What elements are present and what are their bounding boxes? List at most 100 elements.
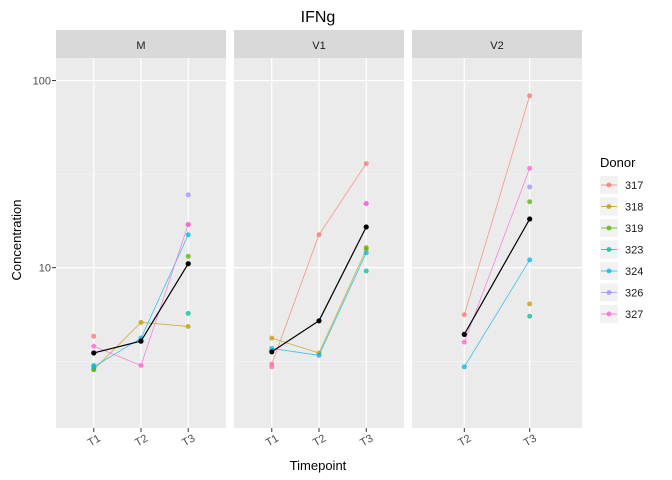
facet-strip — [56, 30, 226, 58]
series-line-318 — [140, 321, 189, 327]
data-point-318 — [269, 335, 275, 341]
series-line-mean — [271, 320, 320, 353]
series-line-327 — [463, 168, 531, 343]
series-line-324 — [140, 234, 189, 339]
legend-key-point — [606, 225, 612, 231]
x-tick-label: T2 — [311, 432, 328, 449]
series-line-318 — [318, 249, 367, 354]
y-tick-label: 10 — [39, 263, 51, 275]
series-line-324 — [271, 348, 320, 356]
legend-label: 327 — [625, 309, 643, 321]
data-point-317 — [91, 333, 97, 339]
legend-label: 323 — [625, 245, 643, 257]
data-point-326 — [527, 184, 533, 190]
legend-key-point — [606, 311, 612, 317]
facet-strip — [234, 30, 404, 58]
legend-item-323: 323 — [600, 240, 643, 259]
data-point-317 — [461, 312, 467, 318]
series-line-324 — [463, 259, 531, 368]
data-point-324 — [461, 364, 467, 370]
x-tick-label: T3 — [522, 432, 539, 449]
data-point-324 — [363, 250, 369, 256]
data-point-318 — [185, 323, 191, 329]
series-line-327 — [140, 224, 189, 366]
series-line-mean — [140, 263, 189, 342]
x-tick-label: T1 — [264, 432, 281, 449]
legend-label: 318 — [625, 202, 643, 214]
legend-key-point — [606, 247, 612, 252]
legend-label: 319 — [625, 223, 643, 235]
facet-strip-label: V1 — [312, 40, 325, 52]
facet-panel-v1: V1 T1 T2 T3 — [234, 30, 404, 449]
data-point-327 — [138, 362, 144, 368]
data-point-mean — [138, 338, 144, 344]
series-line-318 — [271, 337, 320, 354]
data-point-319 — [527, 199, 533, 205]
data-point-327 — [461, 339, 467, 345]
data-point-324 — [527, 257, 533, 263]
data-point-327 — [527, 165, 533, 171]
data-point-319 — [363, 245, 369, 251]
data-point-327 — [91, 343, 97, 349]
data-point-323 — [363, 268, 369, 274]
facet-strip — [412, 30, 582, 58]
data-point-mean — [185, 261, 191, 267]
x-tick-label: T1 — [86, 432, 103, 449]
data-point-317 — [363, 161, 369, 167]
data-point-324 — [91, 364, 97, 370]
series-line-327 — [93, 345, 142, 366]
series-line-mean — [463, 218, 531, 335]
legend-item-317: 317 — [600, 176, 643, 194]
series-line-317 — [463, 95, 531, 315]
data-point-323 — [527, 313, 533, 319]
legend-item-318: 318 — [600, 197, 643, 216]
y-axis-label: Concentration — [9, 200, 24, 281]
legend-key-point — [606, 268, 612, 274]
data-point-323 — [185, 310, 191, 316]
legend-key-point — [606, 204, 612, 209]
data-point-327 — [363, 201, 369, 207]
legend-item-327: 327 — [600, 305, 643, 323]
data-point-326 — [185, 192, 191, 198]
legend-title: Donor — [600, 155, 636, 170]
legend-label: 317 — [625, 180, 643, 192]
data-point-318 — [138, 319, 144, 325]
data-point-327 — [185, 222, 191, 228]
series-line-317 — [318, 163, 367, 235]
y-tick-label: 100 — [33, 76, 51, 88]
data-point-mean — [363, 224, 369, 230]
x-tick-label: T3 — [180, 432, 197, 449]
legend-key-point — [606, 182, 612, 188]
facet-panel-v2: V2 T2 T3 — [412, 30, 582, 449]
legend-label: 326 — [625, 288, 643, 300]
series-line-317 — [271, 234, 320, 365]
series-line-mean — [318, 226, 367, 322]
legend-key-point — [606, 290, 612, 295]
data-point-mean — [527, 216, 533, 222]
data-point-317 — [527, 93, 533, 99]
data-point-327 — [269, 364, 275, 370]
x-tick-label: T2 — [133, 432, 150, 449]
chart-title: IFNg — [301, 9, 336, 26]
data-point-319 — [185, 253, 191, 259]
data-point-317 — [316, 232, 322, 238]
legend-item-326: 326 — [600, 283, 643, 302]
series-line-324 — [318, 252, 367, 356]
data-point-mean — [316, 318, 322, 324]
data-point-324 — [185, 232, 191, 238]
data-point-mean — [461, 331, 467, 337]
x-tick-label: T3 — [358, 432, 375, 449]
legend-label: 324 — [625, 266, 643, 278]
x-axis-label: Timepoint — [290, 458, 347, 473]
data-point-mean — [269, 349, 275, 355]
panel-background — [412, 58, 582, 428]
facet-panel-m: M T1 T2 T3 — [56, 30, 226, 449]
data-point-mean — [91, 350, 97, 356]
series-line-mean — [93, 340, 142, 354]
facet-strip-label: M — [136, 40, 145, 52]
legend-item-319: 319 — [600, 219, 643, 237]
legend-item-324: 324 — [600, 262, 643, 280]
data-point-318 — [527, 301, 533, 307]
x-tick-label: T2 — [456, 432, 473, 449]
